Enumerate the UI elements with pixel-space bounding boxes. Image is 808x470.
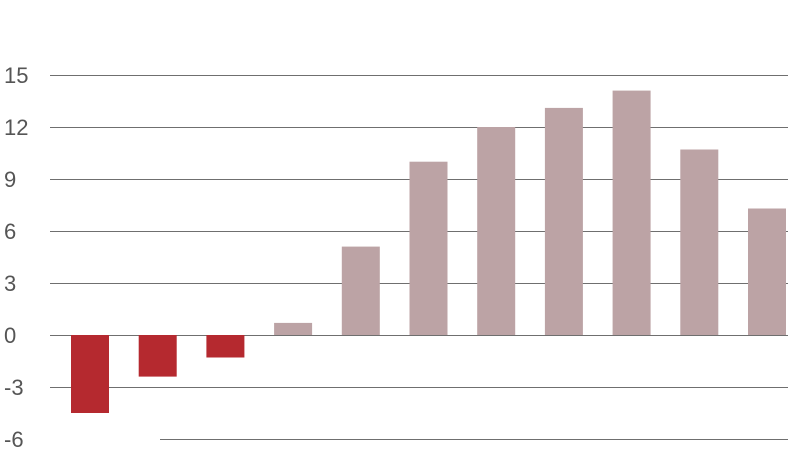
y-axis-tick-labels: 15 12 9 6 3 0 -3 -6 [4,63,28,452]
bar-6 [409,161,448,335]
bars [71,90,786,413]
y-tick-label: 15 [4,63,28,88]
bar-4 [274,322,313,335]
y-tick-label: -6 [4,427,24,452]
bar-1 [71,335,109,413]
bar-2 [138,335,177,377]
bar-10 [680,149,719,335]
bar-8 [544,107,583,336]
y-tick-label: -3 [4,375,24,400]
y-tick-label: 9 [4,167,16,192]
y-tick-label: 3 [4,271,16,296]
bar-5 [341,246,380,335]
y-tick-label: 6 [4,219,16,244]
y-tick-label: 12 [4,115,28,140]
y-tick-label: 0 [4,323,16,348]
bar-7 [477,127,516,335]
bar-11 [748,208,786,335]
bar-3 [206,335,245,358]
bar-9 [612,90,651,335]
